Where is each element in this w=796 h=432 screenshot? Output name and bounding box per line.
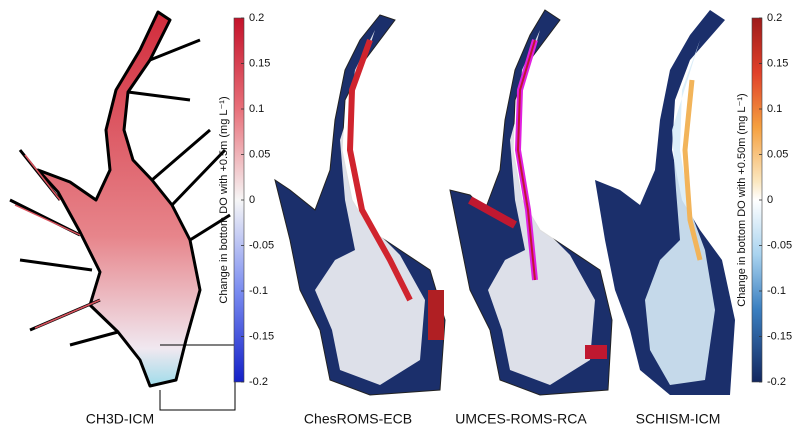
figure: CH3D-ICM ChesROMS-ECB UMCES-ROMS-RCA SCHISM… — [0, 0, 796, 432]
colorbar-tick-label: 0.15 — [249, 57, 270, 69]
colorbar-tick-label: -0.2 — [249, 376, 268, 388]
colorbar-tick-label: -0.15 — [767, 330, 792, 342]
colorbar-tick-label: 0.1 — [249, 103, 264, 115]
map-chesroms — [275, 15, 445, 395]
panel-label: CH3D-ICM — [86, 411, 154, 427]
panel-label: UMCES-ROMS-RCA — [455, 411, 587, 427]
map-umces — [450, 10, 612, 395]
colorbar-tick-label: -0.2 — [767, 376, 786, 388]
colorbar-tick-label: -0.05 — [767, 239, 792, 251]
colorbar-tick-label: 0.2 — [249, 12, 264, 24]
colorbar-tick-label: 0.05 — [249, 148, 270, 160]
colorbar-tick-label: 0.2 — [767, 12, 782, 24]
panel-label: ChesROMS-ECB — [304, 411, 412, 427]
colorbar-tick-label: -0.1 — [767, 285, 786, 297]
map-ch3d — [10, 12, 235, 410]
panel-label: SCHISM-ICM — [636, 411, 721, 427]
colorbar-tick-label: -0.15 — [249, 330, 274, 342]
colorbar-tick-label: 0.05 — [767, 148, 788, 160]
colorbar-tick-label: -0.05 — [249, 239, 274, 251]
colorbar-tick-label: 0.1 — [767, 103, 782, 115]
colorbar-tick-label: -0.1 — [249, 285, 268, 297]
colorbar-tick-label: 0 — [767, 194, 773, 206]
colorbar-label: Change in bottom DO with +0.50m (mg L⁻¹) — [736, 93, 748, 306]
colorbar-tick-label: 0.15 — [767, 57, 788, 69]
map-schism — [595, 10, 735, 395]
colorbar-tick-label: 0 — [249, 194, 255, 206]
colorbar-label: Change in bottom DO with +0.5m (mg L⁻¹) — [218, 96, 230, 303]
